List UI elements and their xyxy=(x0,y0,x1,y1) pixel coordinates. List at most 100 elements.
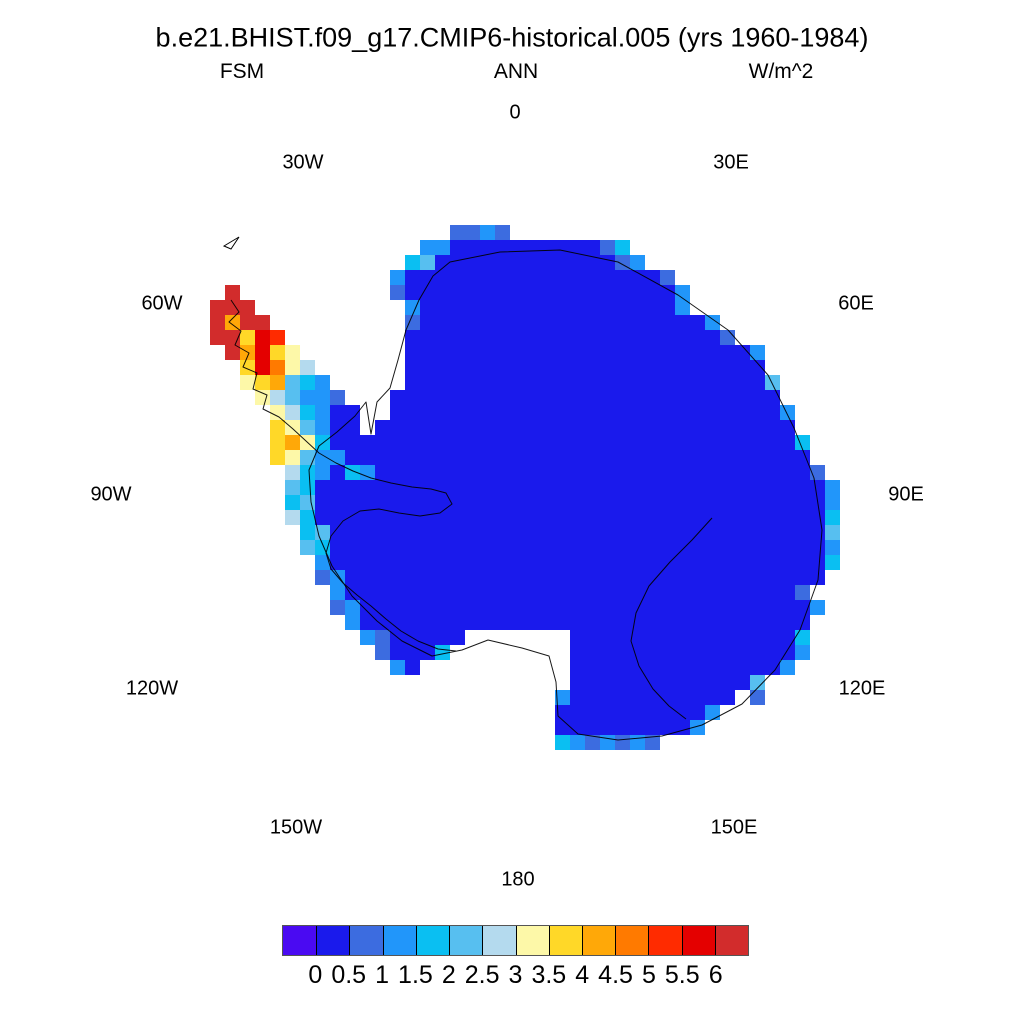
map-cell-run xyxy=(210,300,255,315)
map-cell-run xyxy=(300,480,315,495)
colorbar-segment-7 xyxy=(515,926,549,955)
coastline-path-1 xyxy=(228,299,457,652)
map-cell-run xyxy=(240,360,255,375)
map-cell-run xyxy=(270,330,285,345)
map-cell-run xyxy=(285,360,300,375)
map-cell-run xyxy=(345,600,360,615)
map-cell-run xyxy=(390,405,780,420)
map-cell-run xyxy=(780,660,795,675)
islet-glyph xyxy=(222,236,240,250)
map-cell-run xyxy=(255,345,270,360)
map-cell-run xyxy=(555,690,570,705)
map-cell-run xyxy=(570,630,795,645)
map-cell-run xyxy=(375,465,810,480)
map-cell-run xyxy=(315,405,330,420)
map-cell-run xyxy=(570,690,735,705)
coastline-contours xyxy=(228,249,823,741)
map-cell-run xyxy=(285,465,300,480)
map-cell-run xyxy=(360,615,810,630)
season-label: ANN xyxy=(493,60,539,83)
map-cell-run xyxy=(345,585,795,600)
map-cell-run xyxy=(405,345,750,360)
map-cell-run xyxy=(720,330,735,345)
colorbar-tick-6: 6 xyxy=(708,961,723,989)
map-cell-run xyxy=(285,510,300,525)
map-cell-run xyxy=(255,390,270,405)
map-cell-run xyxy=(330,555,825,570)
plot-title: b.e21.BHIST.f09_g17.CMIP6-historical.005… xyxy=(155,22,869,53)
map-cell-run xyxy=(405,375,765,390)
map-cell-run xyxy=(315,450,345,465)
map-cell-run xyxy=(570,645,795,660)
colorbar-tick-3: 3 xyxy=(508,961,523,989)
colorbar-tick-2.5: 2.5 xyxy=(464,961,500,989)
colorbar-tick-0.5: 0.5 xyxy=(331,961,367,989)
map-cell-run xyxy=(420,315,705,330)
map-cell-run xyxy=(330,420,360,435)
colorbar-segment-2 xyxy=(349,926,383,955)
map-cell-run xyxy=(390,645,435,660)
colorbar-tick-4.5: 4.5 xyxy=(598,961,633,989)
map-cell-run xyxy=(420,255,435,270)
map-cell-run xyxy=(810,600,825,615)
map-cell-run xyxy=(645,735,660,750)
colorbar-tick-5: 5 xyxy=(641,961,656,989)
map-cell-run xyxy=(270,405,285,420)
map-cell-run xyxy=(600,240,615,255)
map-cell-run xyxy=(315,510,825,525)
lon-label-180: 180 xyxy=(501,868,535,891)
map-cell-run xyxy=(270,450,285,465)
map-cell-run xyxy=(375,645,390,660)
map-cell-run xyxy=(405,660,420,675)
map-cell-run xyxy=(630,255,645,270)
map-grid xyxy=(210,225,840,750)
map-cell-run xyxy=(240,330,255,345)
colorbar-segment-13 xyxy=(714,926,749,955)
map-cell-run xyxy=(225,345,240,360)
map-cell-run xyxy=(285,450,300,465)
map-cell-run xyxy=(225,315,240,330)
map-cell-run xyxy=(270,420,285,435)
colorbar-tick-0: 0 xyxy=(308,961,323,989)
lon-label-0: 0 xyxy=(509,101,521,124)
map-cell-run xyxy=(270,390,285,405)
variable-label: FSM xyxy=(219,60,265,83)
map-cell-run xyxy=(300,405,315,420)
map-cell-run xyxy=(300,525,315,540)
map-cell-run xyxy=(300,390,330,405)
colorbar-tick-1: 1 xyxy=(375,961,390,989)
map-cell-run xyxy=(240,315,270,330)
map-cell-run xyxy=(405,330,720,345)
map-cell-run xyxy=(345,615,360,630)
map-cell-run xyxy=(390,390,780,405)
map-cell-run xyxy=(360,600,810,615)
map-cell-run xyxy=(555,720,690,735)
map-cell-run xyxy=(570,735,585,750)
map-cell-run xyxy=(240,375,255,390)
map-cell-run xyxy=(270,360,285,375)
colorbar-tick-4: 4 xyxy=(575,961,590,989)
map-cell-run xyxy=(420,300,675,315)
coastline-path-2 xyxy=(630,517,713,720)
map-cell-run xyxy=(330,525,825,540)
map-cell-run xyxy=(360,465,375,480)
map-cell-run xyxy=(615,240,630,255)
map-cell-run xyxy=(345,450,810,465)
map-cell-run xyxy=(315,495,825,510)
map-cell-run xyxy=(285,495,300,510)
lon-label-90W: 90W xyxy=(90,483,132,506)
colorbar-tick-3.5: 3.5 xyxy=(531,961,567,989)
map-cell-run xyxy=(285,435,300,450)
map-cell-run xyxy=(315,435,330,450)
map-cell-run xyxy=(675,300,690,315)
map-cell-run xyxy=(285,405,300,420)
colorbar-segment-1 xyxy=(316,926,350,955)
map-cell-run xyxy=(480,225,495,240)
map-cell-run xyxy=(705,315,720,330)
colorbar-segment-4 xyxy=(415,926,450,955)
map-cell-run xyxy=(300,540,315,555)
map-cell-run xyxy=(225,285,240,300)
colorbar-segment-9 xyxy=(581,926,616,955)
